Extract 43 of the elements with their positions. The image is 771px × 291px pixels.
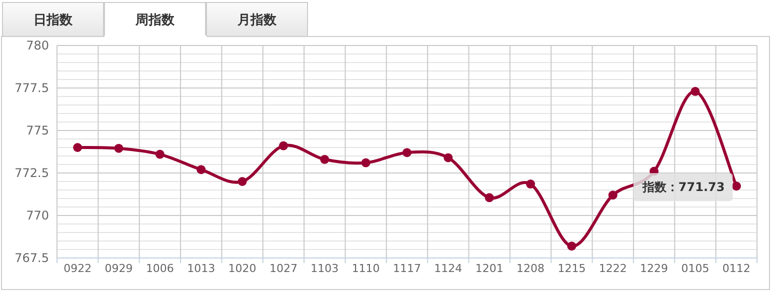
point [608, 190, 618, 200]
point [155, 150, 164, 159]
x-tick-label: 1006 [146, 262, 174, 275]
x-tick-label: 1229 [640, 262, 668, 275]
y-tick-label: 780 [26, 38, 49, 52]
x-tick-label: 0112 [722, 262, 750, 275]
text: 日指数 [34, 13, 74, 28]
x-tick-label: 0105 [681, 262, 710, 275]
point [114, 144, 124, 153]
point [278, 141, 288, 150]
point [73, 143, 82, 152]
y-tick-label: 775 [26, 124, 49, 138]
x-tick-label: 1208 [516, 262, 545, 275]
annotation: 指数：771.73 [641, 180, 725, 194]
point [402, 148, 412, 158]
y-tick-label: 777.5 [14, 81, 49, 95]
x-tick-label: 0929 [104, 262, 133, 275]
x-tick-label: 1110 [352, 262, 380, 275]
x-tick-label: 1201 [475, 262, 504, 275]
point [444, 153, 453, 162]
x-tick-label: 1117 [393, 262, 421, 275]
point [361, 158, 370, 168]
point [690, 86, 700, 96]
point [196, 165, 206, 174]
x-tick-label: 0922 [64, 262, 92, 275]
x-tick-label: 1124 [434, 262, 462, 275]
y-tick-label: 767.5 [14, 251, 49, 265]
y-tick-label: 772.5 [14, 166, 49, 180]
point [567, 242, 576, 251]
point [732, 182, 741, 191]
x-tick-label: 1103 [310, 262, 339, 275]
y-tick-label: 770 [26, 208, 49, 222]
x-tick-label: 1013 [187, 262, 216, 275]
x-tick-label: 1215 [558, 262, 586, 275]
x-tick-label: 1222 [598, 262, 627, 275]
point [320, 154, 330, 164]
point [484, 193, 494, 202]
text: 周指数 [134, 13, 176, 28]
point [526, 180, 536, 189]
x-tick-label: 1020 [228, 262, 256, 275]
x-tick-label: 1027 [269, 262, 298, 275]
text: 月指数 [236, 13, 278, 28]
point [238, 177, 247, 186]
